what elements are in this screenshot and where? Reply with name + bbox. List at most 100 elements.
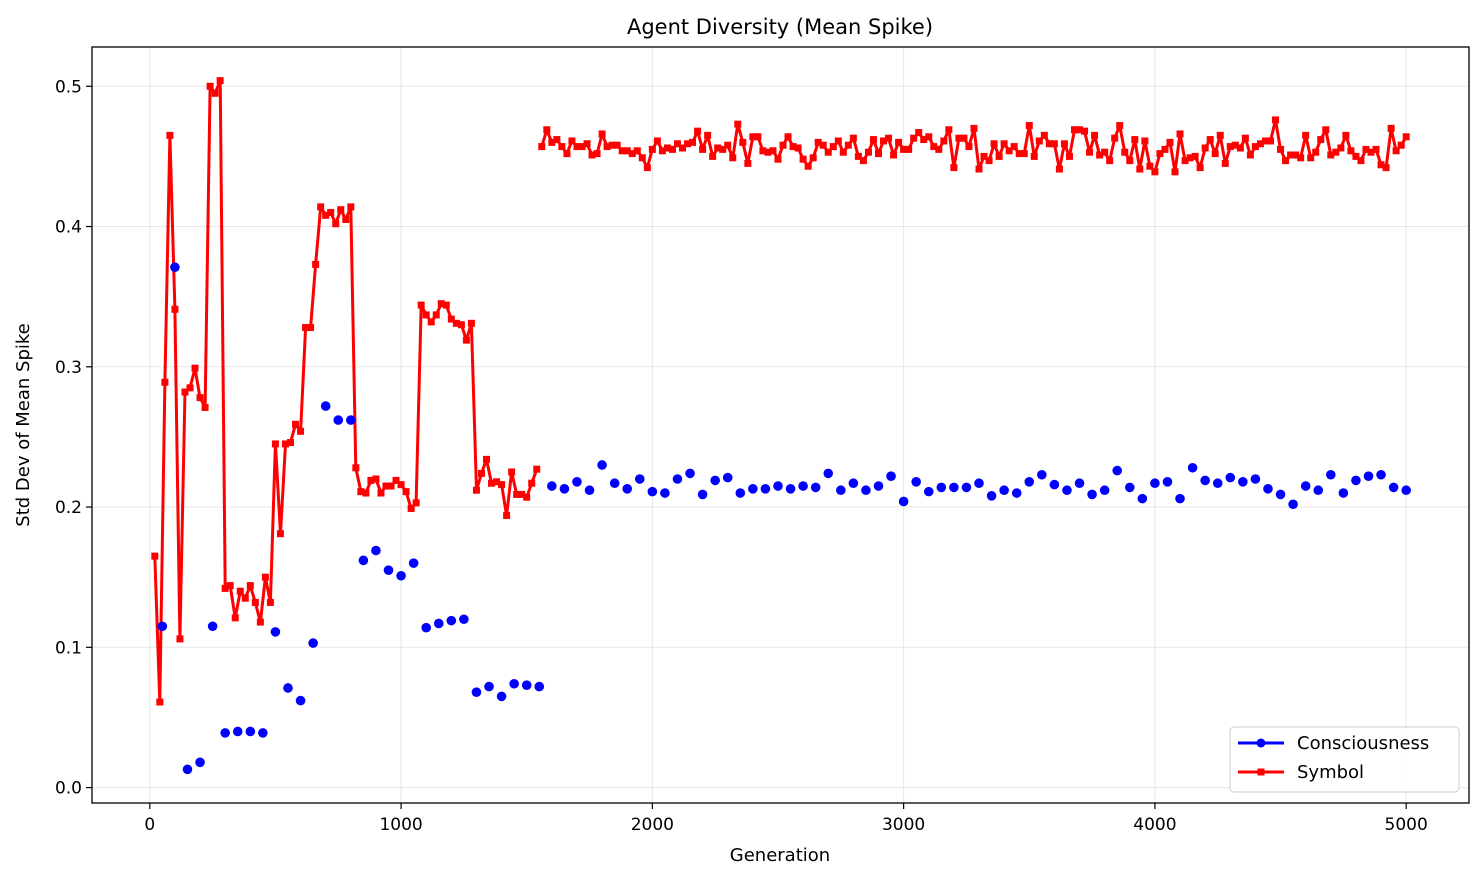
consciousness-point bbox=[722, 472, 733, 483]
consciousness-point bbox=[170, 262, 180, 273]
consciousness-point bbox=[1363, 471, 1374, 481]
symbol-point bbox=[312, 260, 320, 268]
symbol-point bbox=[890, 151, 898, 159]
symbol-point bbox=[1226, 143, 1234, 151]
symbol-point bbox=[1272, 116, 1280, 124]
symbol-point bbox=[1266, 137, 1274, 145]
symbol-point bbox=[648, 145, 656, 153]
ticks-layer: 0 1000 2000 3000 4000 5000 0.0 0.1 0.2 0.3 0.4 0.5 bbox=[55, 77, 1428, 835]
consciousness-point bbox=[848, 478, 859, 489]
symbol-point bbox=[186, 384, 194, 392]
symbol-point bbox=[874, 150, 882, 158]
symbol-point bbox=[503, 511, 511, 519]
symbol-point bbox=[1397, 141, 1405, 149]
symbol-point bbox=[538, 143, 546, 151]
symbol-point bbox=[1166, 138, 1174, 146]
consciousness-point bbox=[836, 485, 846, 496]
consciousness-point bbox=[1401, 485, 1411, 496]
symbol-point bbox=[829, 143, 837, 151]
symbol-point bbox=[684, 140, 692, 148]
symbol-point bbox=[382, 482, 390, 490]
consciousness-point bbox=[1037, 469, 1047, 480]
symbol-point bbox=[774, 155, 782, 163]
symbol-point bbox=[960, 134, 968, 142]
symbol-point bbox=[794, 144, 802, 152]
symbol-point bbox=[1367, 148, 1375, 156]
consciousness-point bbox=[748, 484, 758, 494]
symbol-point bbox=[1201, 144, 1209, 152]
symbol-point bbox=[880, 137, 888, 145]
symbol-point bbox=[603, 143, 611, 151]
symbol-point bbox=[658, 147, 666, 155]
symbol-point bbox=[1387, 124, 1395, 132]
symbol-point bbox=[241, 594, 249, 602]
consciousness-point bbox=[459, 614, 469, 625]
symbol-point bbox=[216, 77, 224, 85]
consciousness-point bbox=[697, 489, 708, 500]
symbol-point bbox=[729, 154, 737, 162]
symbol-point bbox=[477, 469, 485, 477]
symbol-point bbox=[297, 427, 305, 435]
consciousness-point bbox=[634, 474, 645, 484]
consciousness-point bbox=[660, 488, 670, 498]
symbol-point bbox=[467, 319, 475, 327]
consciousness-point bbox=[911, 477, 921, 487]
consciousness-point bbox=[949, 482, 959, 493]
symbol-point bbox=[638, 154, 646, 162]
y-tick-label: 0.4 bbox=[55, 218, 82, 238]
consciousness-point bbox=[798, 481, 808, 491]
consciousness-point bbox=[1124, 482, 1135, 493]
symbol-point bbox=[236, 587, 244, 595]
symbol-point bbox=[1045, 140, 1053, 148]
symbol-point bbox=[176, 635, 184, 643]
symbol-point bbox=[1081, 127, 1089, 135]
consciousness-point bbox=[584, 485, 595, 496]
symbol-point bbox=[231, 614, 239, 622]
symbol-point bbox=[1121, 148, 1129, 156]
consciousness-point bbox=[1313, 485, 1324, 496]
symbol-point bbox=[869, 136, 877, 144]
symbol-point bbox=[900, 145, 908, 153]
symbol-point bbox=[342, 216, 350, 224]
consciousness-point bbox=[1049, 479, 1060, 490]
consciousness-point bbox=[1338, 488, 1349, 498]
symbol-point bbox=[1337, 144, 1345, 152]
consciousness-point bbox=[421, 622, 431, 633]
symbol-point bbox=[191, 364, 199, 372]
consciousness-point bbox=[672, 474, 683, 484]
consciousness-point bbox=[484, 681, 494, 692]
symbol-point bbox=[322, 211, 330, 219]
symbol-point bbox=[1005, 147, 1013, 155]
consciousness-point bbox=[1225, 472, 1236, 483]
consciousness-point bbox=[1263, 484, 1273, 494]
symbol-point bbox=[1015, 150, 1023, 158]
symbol-point bbox=[266, 598, 274, 606]
symbol-point bbox=[935, 145, 943, 153]
x-tick-label: 2000 bbox=[631, 815, 674, 835]
consciousness-point bbox=[408, 558, 419, 568]
consciousness-point bbox=[810, 482, 821, 493]
symbol-point bbox=[784, 133, 792, 141]
symbol-point bbox=[819, 141, 827, 149]
symbol-point bbox=[367, 476, 375, 484]
symbol-point bbox=[543, 126, 551, 134]
symbol-point bbox=[1101, 148, 1109, 156]
symbol-point bbox=[432, 311, 440, 319]
symbol-point bbox=[201, 403, 209, 411]
symbol-point bbox=[910, 134, 918, 142]
symbol-point bbox=[864, 148, 872, 156]
symbol-point bbox=[327, 209, 335, 217]
symbol-point bbox=[925, 133, 933, 141]
symbol-point bbox=[1372, 145, 1380, 153]
symbol-point bbox=[749, 133, 757, 141]
symbol-point bbox=[920, 136, 928, 144]
symbol-point bbox=[1312, 148, 1320, 156]
symbol-point bbox=[704, 131, 712, 139]
symbol-point bbox=[1106, 157, 1114, 165]
symbol-point bbox=[945, 126, 953, 134]
symbol-point bbox=[483, 455, 491, 463]
consciousness-point bbox=[647, 486, 658, 497]
symbol-point bbox=[573, 143, 581, 151]
symbol-point bbox=[1382, 164, 1390, 172]
symbol-point bbox=[1362, 145, 1370, 153]
